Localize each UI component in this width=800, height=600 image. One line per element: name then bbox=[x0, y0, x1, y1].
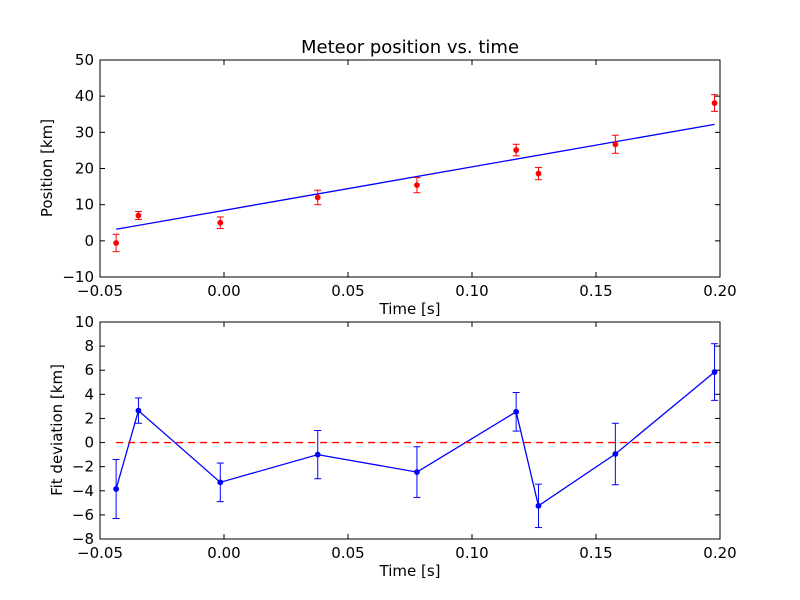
deviation-plot-data-point bbox=[612, 451, 619, 457]
deviation-plot-data-point bbox=[135, 407, 142, 414]
deviation-plot-data-point bbox=[314, 451, 321, 458]
deviation-plot-y-tick-label: 6 bbox=[84, 361, 94, 379]
position-plot-data-point bbox=[513, 147, 520, 153]
deviation-plot-x-tick-label: 0.05 bbox=[331, 544, 364, 562]
deviation-plot-data-point bbox=[535, 502, 542, 509]
position-plot-data-point bbox=[414, 182, 420, 189]
position-plot-data-point bbox=[314, 194, 321, 201]
deviation-plot-data-point bbox=[711, 369, 718, 375]
position-plot-data-point bbox=[535, 170, 542, 177]
position-plot-y-tick-label: 40 bbox=[75, 87, 94, 105]
position-plot-y-tick-label: 50 bbox=[75, 51, 94, 69]
position-plot-y-axis-label: Position [km] bbox=[38, 119, 56, 217]
deviation-plot: −0.05 0.00 0.05 0.10 0.15 0.20 −8 −6 −4 −2 0 2 4 6 8 10… bbox=[48, 313, 737, 580]
deviation-plot-x-tick-label: 0.00 bbox=[207, 544, 240, 562]
position-plot-data-point bbox=[113, 240, 120, 246]
position-plot-x-tick-label: 0.20 bbox=[703, 282, 736, 300]
deviation-plot-x-tick-label: −0.05 bbox=[77, 544, 123, 562]
position-plot-y-tick-label: 0 bbox=[84, 232, 94, 250]
position-plot-x-tick-label: −0.05 bbox=[77, 282, 123, 300]
deviation-plot-data-point bbox=[414, 469, 420, 475]
deviation-plot-y-tick-label: −4 bbox=[72, 482, 94, 500]
deviation-plot-y-tick-label: −8 bbox=[72, 530, 94, 548]
position-plot-y-tick-label: −10 bbox=[62, 268, 94, 286]
position-plot-x-axis-label: Time [s] bbox=[379, 300, 441, 318]
position-plot-y-tick-label: 20 bbox=[75, 160, 94, 178]
deviation-plot-data-point bbox=[113, 486, 120, 492]
position-plot-x-tick-label: 0.05 bbox=[331, 282, 364, 300]
deviation-plot-frame bbox=[99, 321, 721, 540]
position-plot-data-point bbox=[135, 212, 142, 219]
deviation-plot-y-axis-label: Fit deviation [km] bbox=[48, 364, 66, 496]
deviation-plot-x-axis-label: Time [s] bbox=[379, 562, 441, 580]
deviation-plot-y-tick-label: 0 bbox=[84, 434, 94, 452]
deviation-plot-y-tick-label: 4 bbox=[84, 385, 94, 403]
position-plot-x-tick-label: 0.00 bbox=[207, 282, 240, 300]
position-plot-x-tick-label: 0.10 bbox=[455, 282, 488, 300]
deviation-plot-y-tick-label: 2 bbox=[84, 409, 94, 427]
position-plot: Meteor position vs. time −0.05 0.00 0.05 0.… bbox=[38, 37, 737, 318]
deviation-plot-y-tick-label: −6 bbox=[72, 506, 94, 524]
deviation-plot-data-point bbox=[217, 479, 224, 486]
deviation-plot-x-tick-label: 0.10 bbox=[455, 544, 488, 562]
deviation-plot-y-tick-label: 10 bbox=[75, 313, 94, 331]
position-plot-data-point bbox=[711, 100, 718, 106]
deviation-plot-y-tick-label: −2 bbox=[72, 458, 94, 476]
position-plot-title: Meteor position vs. time bbox=[301, 37, 519, 58]
position-plot-data-point bbox=[217, 219, 224, 226]
deviation-plot-data-point bbox=[513, 408, 520, 415]
position-plot-y-tick-label: 10 bbox=[75, 196, 94, 214]
deviation-plot-x-tick-label: 0.20 bbox=[703, 544, 736, 562]
position-plot-data-point bbox=[612, 141, 619, 148]
deviation-plot-y-tick-label: 8 bbox=[84, 337, 94, 355]
deviation-plot-x-tick-label: 0.15 bbox=[579, 544, 612, 562]
position-plot-x-tick-label: 0.15 bbox=[579, 282, 612, 300]
position-plot-y-tick-label: 30 bbox=[75, 123, 94, 141]
